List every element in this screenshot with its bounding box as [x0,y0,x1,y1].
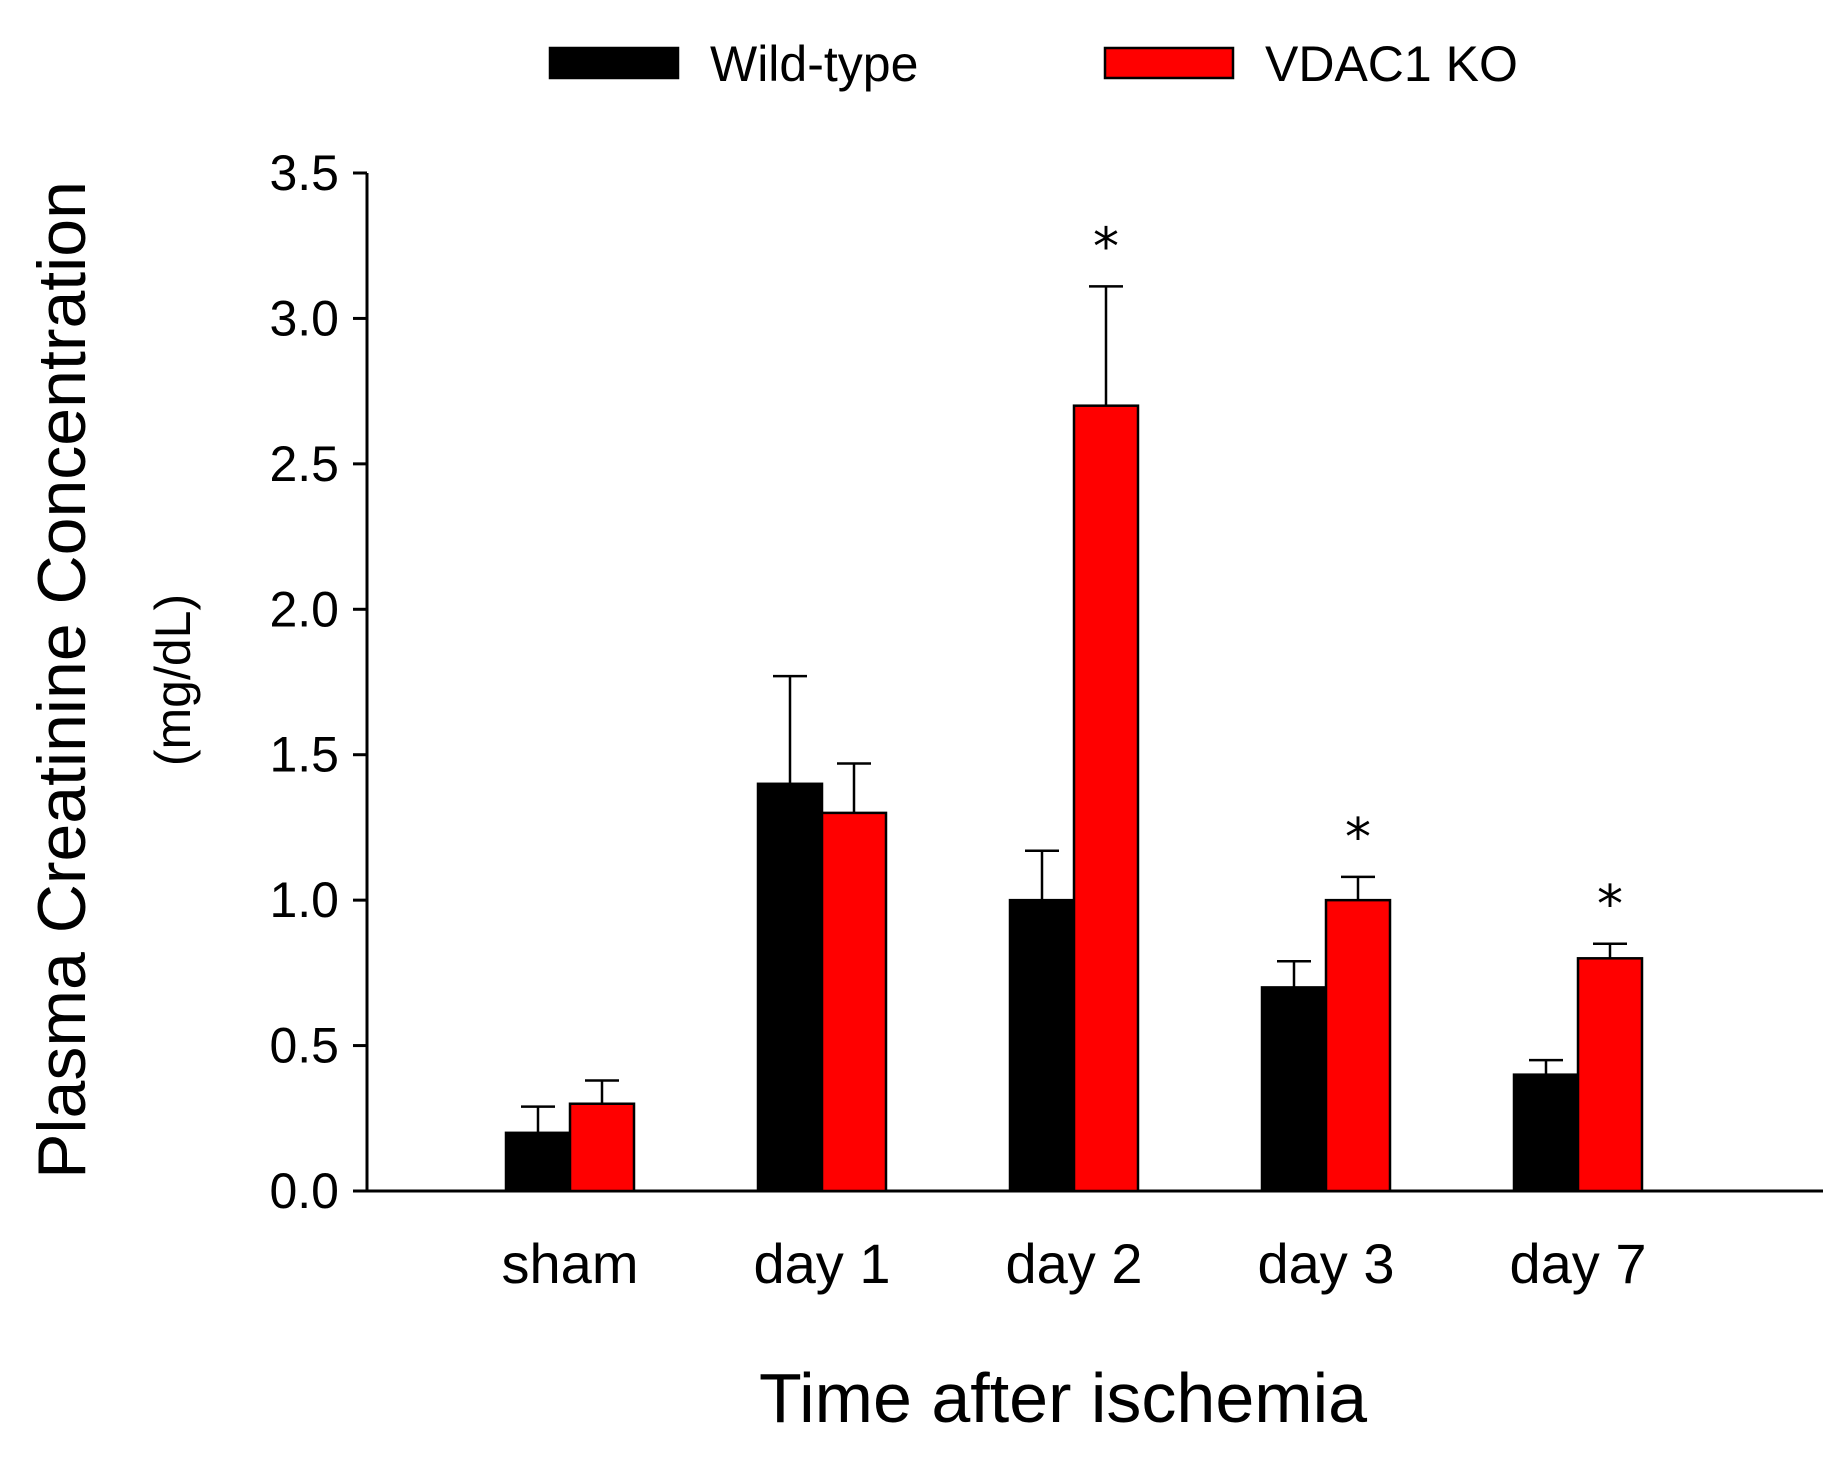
y-axis-unit: (mg/dL) [145,594,201,766]
significance-marker: * [1093,217,1119,277]
bar [1260,986,1328,1193]
y-tick-label: 1.5 [269,727,339,783]
x-tick-label: day 7 [1510,1232,1647,1295]
y-axis-label: Plasma Creatinine Concentration [24,181,100,1179]
bar [1512,1073,1580,1193]
legend: Wild-type VDAC1 KO [548,36,1518,92]
legend-label: VDAC1 KO [1265,36,1518,92]
significance-marker: * [1597,875,1623,935]
legend-swatch [548,46,680,80]
significance-marker: * [1345,808,1371,868]
axes: 0.0 0.5 1.0 1.5 2.0 2.5 3.0 3.5 sham day 1 day 2 da… [269,145,1823,1295]
x-tick-label: day 1 [754,1232,891,1295]
bar [1324,898,1392,1193]
x-tick-label: sham [502,1232,639,1295]
bar [504,1131,572,1193]
x-tick-label: day 2 [1006,1232,1143,1295]
y-tick-label: 3.5 [269,145,339,201]
bar [756,782,824,1193]
y-tick-label: 1.0 [269,872,339,928]
x-tick-label: day 3 [1258,1232,1395,1295]
y-tick-label: 0.0 [269,1163,339,1219]
y-tick-label: 0.5 [269,1018,339,1074]
y-tick-label: 2.5 [269,436,339,492]
bars: * * * [504,217,1644,1193]
bar [1576,957,1644,1193]
bar [568,1102,636,1193]
bar [1072,404,1140,1193]
y-tick-label: 2.0 [269,581,339,637]
legend-label: Wild-type [710,36,918,92]
legend-swatch [1103,46,1235,80]
bar [820,811,888,1193]
y-tick-label: 3.0 [269,290,339,346]
bar [1008,898,1076,1193]
x-axis-label: Time after ischemia [759,1359,1367,1437]
